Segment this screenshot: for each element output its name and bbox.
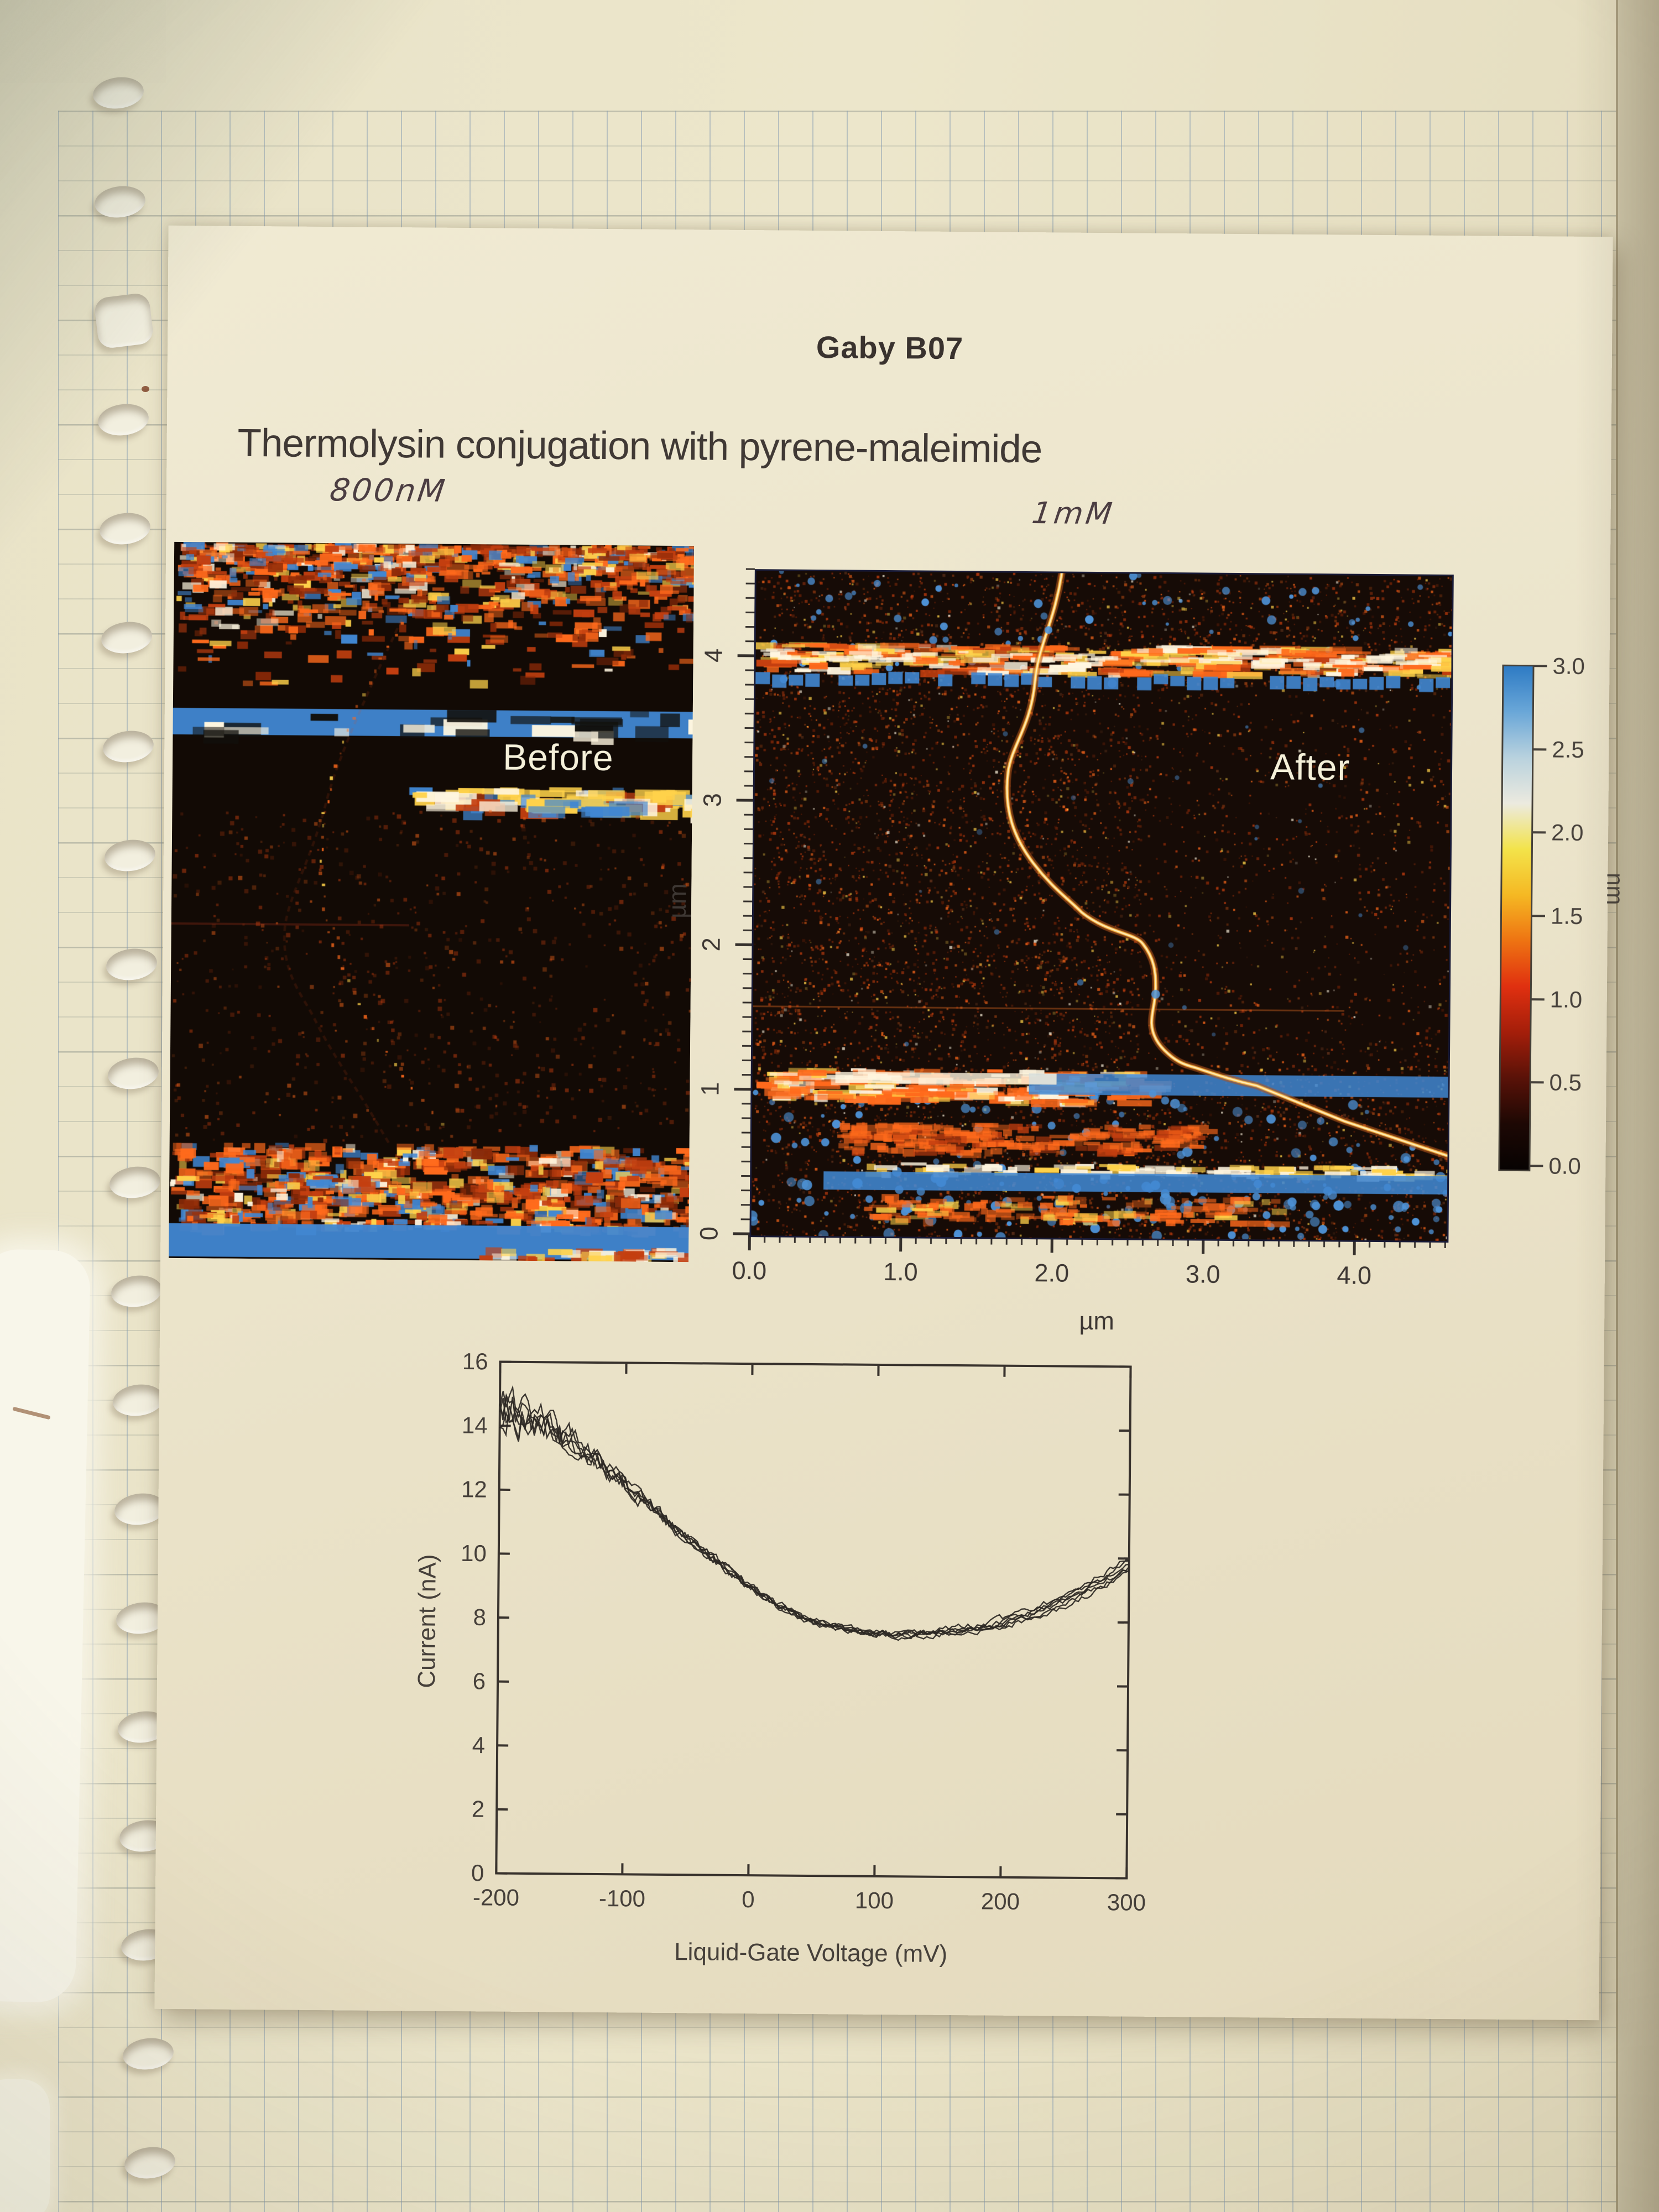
- afm-before-label: Before: [502, 736, 614, 779]
- graph-paper-edge: [1616, 0, 1618, 2212]
- colorbar-tick-label: 2.5: [1552, 736, 1584, 763]
- colorbar-tick: [1532, 665, 1547, 667]
- svg-text:10: 10: [461, 1540, 487, 1566]
- svg-text:4: 4: [472, 1732, 486, 1758]
- svg-text:0: 0: [742, 1886, 755, 1912]
- binder-hole: [93, 292, 155, 349]
- svg-text:3: 3: [698, 793, 726, 807]
- svg-text:1: 1: [696, 1082, 724, 1096]
- chart-y-axis-label: Current (nA): [413, 1554, 441, 1688]
- colorbar-tick: [1528, 1165, 1543, 1167]
- colorbar-unit-label: nm: [1602, 873, 1629, 905]
- svg-text:3.0: 3.0: [1186, 1260, 1220, 1288]
- desk-surface: [1618, 0, 1659, 2212]
- colorbar-tick-label: 2.0: [1551, 819, 1584, 846]
- colorbar-tick-label: 0.5: [1549, 1069, 1582, 1096]
- colorbar-tick: [1531, 831, 1546, 834]
- afm-image-before: [169, 541, 695, 1262]
- afm-after-label: After: [1270, 746, 1350, 788]
- page-title: Gaby B07: [816, 329, 964, 366]
- page-subtitle: Thermolysin conjugation with pyrene-male…: [237, 421, 1042, 472]
- colorbar-tick-label: 3.0: [1552, 653, 1585, 679]
- colorbar-tick: [1530, 915, 1545, 917]
- svg-text:14: 14: [462, 1412, 488, 1438]
- svg-text:6: 6: [473, 1668, 486, 1694]
- chart-plot-area: -200 -100 0 100 200 300 0 2 4 6 8 10 12 14 16: [461, 1348, 1146, 1916]
- svg-text:µm: µm: [663, 883, 691, 919]
- printed-sheet: Gaby B07 Thermolysin conjugation with py…: [154, 225, 1629, 2021]
- colorbar-tick-label: 0.0: [1548, 1152, 1582, 1179]
- afm-after-axes: 0.0 1.0 2.0 3.0 4.0 µm 0 1 2 3 4 µm: [663, 568, 1446, 1335]
- svg-text:300: 300: [1107, 1889, 1146, 1916]
- colorbar-tick: [1530, 998, 1545, 1001]
- svg-text:8: 8: [473, 1604, 486, 1630]
- svg-text:4.0: 4.0: [1337, 1261, 1371, 1289]
- colorbar-tick-label: 1.5: [1550, 902, 1583, 929]
- svg-text:0: 0: [695, 1227, 723, 1240]
- svg-text:2: 2: [697, 937, 725, 951]
- handwritten-concentration-left: 800nM: [327, 472, 449, 509]
- ink-speck: [142, 386, 149, 392]
- svg-text:16: 16: [462, 1348, 488, 1374]
- svg-text:2.0: 2.0: [1034, 1259, 1069, 1287]
- svg-text:0: 0: [471, 1860, 484, 1886]
- svg-text:1.0: 1.0: [883, 1258, 918, 1286]
- svg-text:2: 2: [472, 1796, 485, 1822]
- handwritten-concentration-right: 1mM: [1030, 495, 1117, 531]
- underlying-sheet-edge: [0, 1249, 91, 2003]
- svg-text:-100: -100: [599, 1885, 645, 1912]
- svg-text:0.0: 0.0: [732, 1256, 766, 1285]
- chart-x-axis-label: Liquid-Gate Voltage (mV): [674, 1938, 948, 1968]
- underlying-sheet-corner: [0, 2079, 50, 2212]
- svg-text:4: 4: [700, 649, 728, 662]
- svg-text:12: 12: [461, 1476, 487, 1502]
- colorbar-tick-labels: 3.0 2.5 2.0 1.5 1.0 0.5 0.0: [1528, 653, 1632, 1179]
- svg-text:100: 100: [855, 1887, 894, 1914]
- transfer-curve-chart: -200 -100 0 100 200 300 0 2 4 6 8 10 12 14 16 Current …: [398, 1325, 1211, 2028]
- svg-text:200: 200: [981, 1888, 1020, 1914]
- svg-text:-200: -200: [473, 1884, 519, 1911]
- colorbar-tick: [1532, 748, 1547, 751]
- svg-text:µm: µm: [1079, 1307, 1114, 1335]
- afm-image-after: [749, 569, 1454, 1243]
- colorbar-tick-label: 1.0: [1550, 986, 1583, 1013]
- colorbar-tick: [1529, 1081, 1544, 1084]
